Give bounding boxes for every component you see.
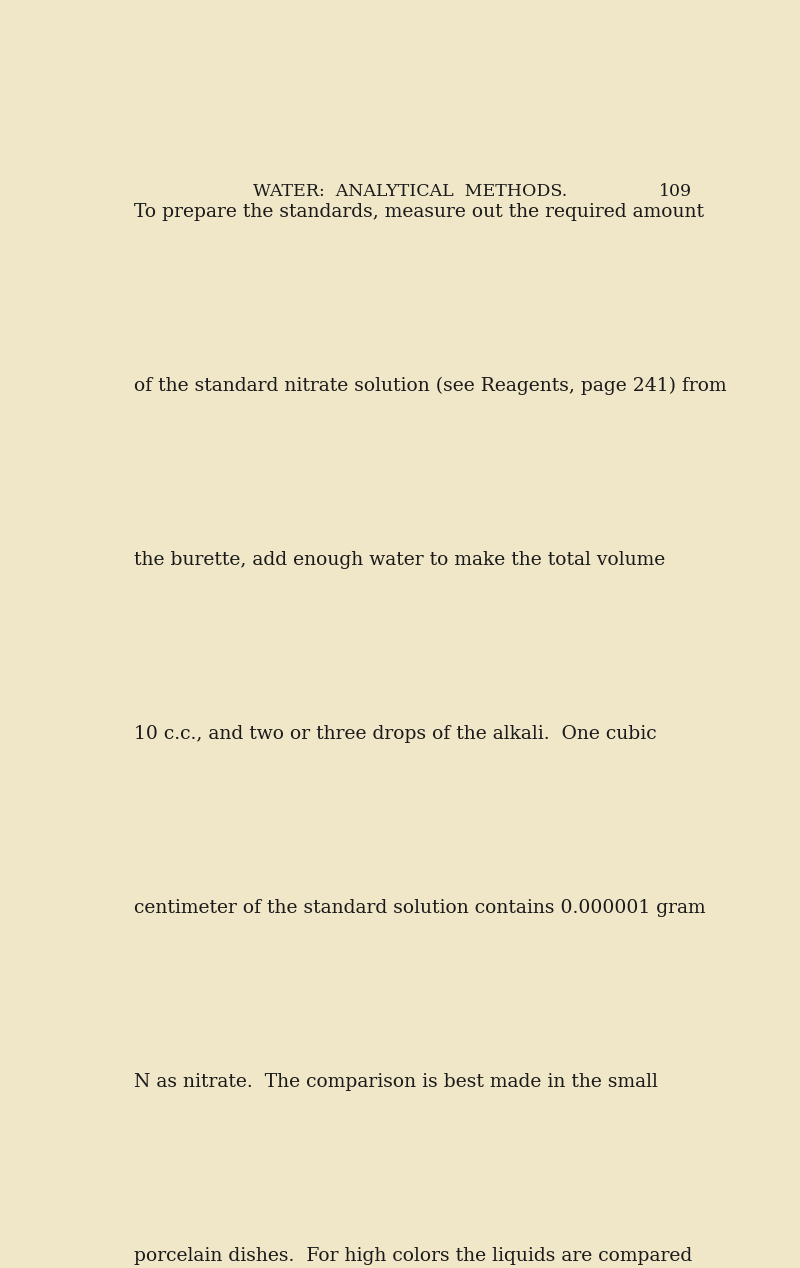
Text: the burette, add enough water to make the total volume: the burette, add enough water to make th…: [134, 550, 666, 569]
Text: porcelain dishes.  For high colors the liquids are compared: porcelain dishes. For high colors the li…: [134, 1246, 692, 1265]
Text: centimeter of the standard solution contains 0.000001 gram: centimeter of the standard solution cont…: [134, 899, 706, 917]
Text: 10 c.c., and two or three drops of the alkali.  One cubic: 10 c.c., and two or three drops of the a…: [134, 725, 657, 743]
Text: WATER:  ANALYTICAL  METHODS.: WATER: ANALYTICAL METHODS.: [253, 184, 567, 200]
Text: N as nitrate.  The comparison is best made in the small: N as nitrate. The comparison is best mad…: [134, 1073, 658, 1090]
Text: 109: 109: [659, 184, 692, 200]
Text: To prepare the standards, measure out the required amount: To prepare the standards, measure out th…: [134, 203, 704, 221]
Text: of the standard nitrate solution (see Reagents, page 241) from: of the standard nitrate solution (see Re…: [134, 377, 726, 396]
